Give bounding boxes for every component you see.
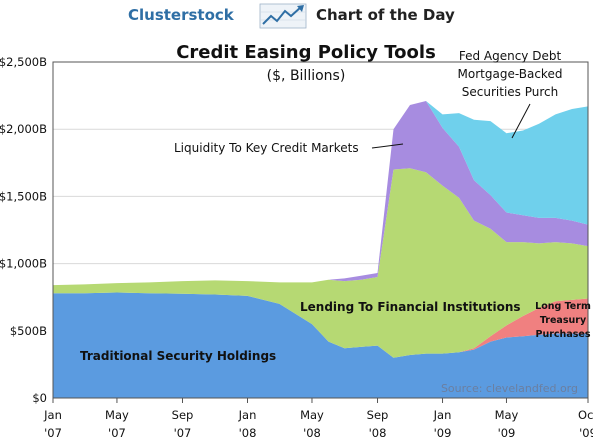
- annotation-fed-agency-line2: Mortgage-Backed: [458, 67, 563, 81]
- x-tick-year: '08: [239, 426, 257, 440]
- annotation-fed-agency-line1: Fed Agency Debt: [459, 49, 562, 63]
- annotation-long-term-line3: Purchases: [536, 329, 591, 340]
- x-tick-year: '08: [369, 426, 387, 440]
- annotation-liquidity: Liquidity To Key Credit Markets: [174, 141, 359, 155]
- x-tick-year: '09: [579, 426, 593, 440]
- area-liquidity-to-key-credit-markets: [53, 101, 588, 286]
- annotation-long-term-line1: Long Term: [535, 301, 591, 312]
- x-tick-year: '08: [303, 426, 321, 440]
- y-tick-label: $0: [32, 391, 47, 405]
- x-tick-month: Jan: [238, 408, 257, 422]
- x-tick-month: May: [300, 408, 324, 422]
- banner: Clusterstock Chart of the Day: [0, 0, 593, 32]
- source-label: Source: clevelandfed.org: [441, 382, 578, 395]
- brand-name: Clusterstock: [128, 6, 234, 24]
- trend-chart-icon: [259, 2, 307, 34]
- x-tick-year: '07: [108, 426, 126, 440]
- plot-frame: [52, 61, 589, 399]
- x-tick-month: Jan: [433, 408, 452, 422]
- x-tick-year: '09: [498, 426, 516, 440]
- x-tick-month: May: [495, 408, 519, 422]
- x-tick-year: '07: [44, 426, 62, 440]
- y-tick-label: $2,500B: [0, 55, 47, 69]
- y-tick-label: $1,500B: [0, 189, 47, 203]
- area-traditional-security-holdings: [53, 292, 588, 398]
- y-tick-label: $500B: [10, 324, 47, 338]
- annotation-liquidity-leader: [371, 143, 404, 149]
- plot-border: [52, 61, 589, 399]
- annotation-traditional: Traditional Security Holdings: [80, 349, 276, 363]
- annotation-fed-agency-leader: [511, 103, 531, 139]
- y-tick-label: $2,000B: [0, 122, 47, 136]
- chart-subtitle: ($, Billions): [267, 68, 346, 84]
- annotation-long-term-line2: Treasury: [540, 315, 587, 326]
- y-tick-label: $1,000B: [0, 257, 47, 271]
- annotation-lending: Lending To Financial Institutions: [300, 300, 521, 314]
- area-series: [53, 101, 588, 398]
- chart-title: Credit Easing Policy Tools: [176, 42, 436, 63]
- y-axis-ticks: $0 $500B $1,000B $1,500B $2,000B $2,500B: [0, 55, 47, 405]
- x-tick-month: May: [105, 408, 129, 422]
- x-tick-month: Sep: [172, 408, 194, 422]
- x-tick-year: '07: [174, 426, 192, 440]
- area-lending-to-financial-institutions: [53, 168, 588, 358]
- x-tick-month: Jan: [43, 408, 62, 422]
- chart-of-the-day-label: Chart of the Day: [316, 6, 455, 24]
- annotation-fed-agency-line3: Securities Purch: [462, 85, 558, 99]
- x-tick-month: Oct: [578, 408, 593, 422]
- x-tick-month: Sep: [367, 408, 389, 422]
- x-tick-year: '09: [434, 426, 452, 440]
- x-axis-ticks: Jan '07 May '07 Sep '07 Jan '08 May '08 Sep '08 Jan '…: [43, 398, 593, 440]
